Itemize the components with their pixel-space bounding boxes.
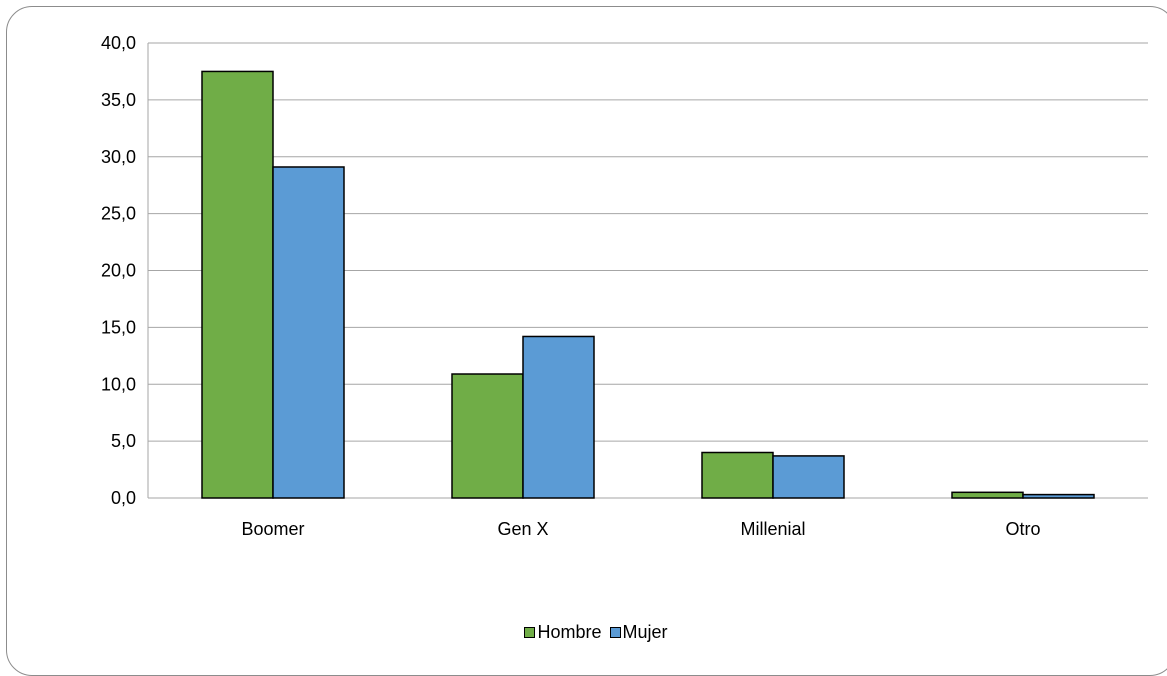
legend-item-hombre: Hombre: [524, 622, 602, 643]
legend-label-hombre: Hombre: [537, 622, 602, 642]
legend: Hombre Mujer: [0, 622, 1167, 643]
bar-hombre-boomer: [201, 70, 274, 499]
x-tick-label: Otro: [1005, 519, 1040, 539]
labels: 0,0 5,0 10,0 15,0 20,0 25,0 30,0 35,0 40,0 Boomer…: [101, 33, 1041, 539]
legend-swatch-hombre: [524, 627, 536, 638]
y-tick-label: 25,0: [101, 204, 136, 224]
bar-hombre-gen-x: [451, 373, 524, 499]
y-tick-label: 0,0: [111, 488, 136, 508]
legend-label-mujer: Mujer: [622, 622, 668, 642]
legend-item-mujer: Mujer: [609, 622, 668, 643]
bar-mujer-millenial: [772, 455, 845, 499]
x-tick-label: Gen X: [497, 519, 548, 539]
y-tick-label: 40,0: [101, 33, 136, 53]
bar-mujer-gen-x: [522, 335, 595, 499]
y-tick-label: 20,0: [101, 261, 136, 281]
x-tick-label: Boomer: [241, 519, 304, 539]
y-tick-label: 30,0: [101, 147, 136, 167]
y-tick-label: 5,0: [111, 431, 136, 451]
bar-hombre-otro: [951, 491, 1024, 499]
bars: [201, 70, 1095, 499]
x-tick-label: Millenial: [740, 519, 805, 539]
bar-mujer-boomer: [272, 166, 345, 499]
y-tick-label: 35,0: [101, 90, 136, 110]
bar-hombre-millenial: [701, 451, 774, 499]
legend-swatch-mujer: [609, 627, 621, 638]
y-tick-label: 10,0: [101, 374, 136, 394]
y-tick-label: 15,0: [101, 317, 136, 337]
bar-mujer-otro: [1022, 493, 1095, 499]
